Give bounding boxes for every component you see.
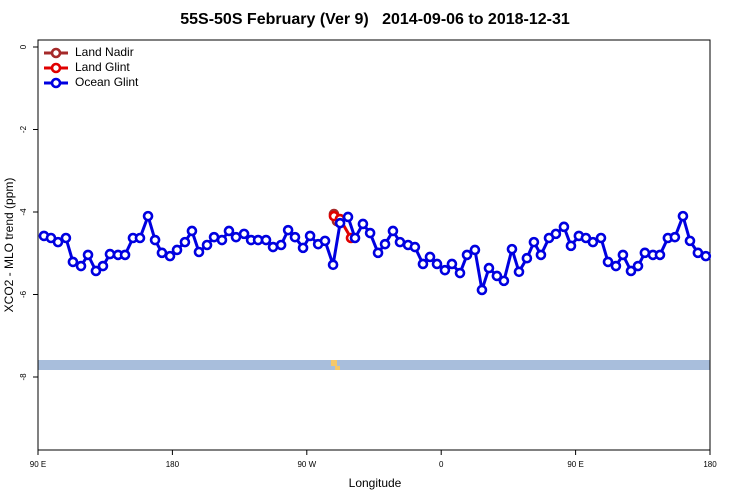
x-tick-label: 90 E [30, 460, 46, 469]
data-point [469, 244, 481, 256]
data-point [75, 260, 87, 272]
data-point [431, 258, 443, 270]
data-point [164, 250, 176, 262]
data-point [379, 238, 391, 250]
data-point [60, 232, 72, 244]
data-point [550, 228, 562, 240]
data-point [439, 264, 451, 276]
data-point [267, 241, 279, 253]
data-point [513, 266, 525, 278]
legend-marker [50, 47, 62, 59]
y-tick-label: -8 [19, 373, 28, 381]
chart-title: 55S-50S February (Ver 9) 2014-09-06 to 2… [180, 11, 570, 28]
data-point [409, 241, 421, 253]
data-point [304, 230, 316, 242]
x-tick-label: 180 [166, 460, 180, 469]
data-point [521, 252, 533, 264]
data-point [275, 239, 287, 251]
data-point [498, 275, 510, 287]
data-point [238, 228, 250, 240]
data-point [483, 262, 495, 274]
data-point [669, 231, 681, 243]
x-tick-label: 90 W [297, 460, 316, 469]
data-point [186, 225, 198, 237]
legend-marker [50, 62, 62, 74]
data-point [97, 260, 109, 272]
surface-patch [335, 366, 340, 370]
data-point [334, 217, 346, 229]
data-point [625, 265, 637, 277]
data-point [565, 240, 577, 252]
x-tick-label: 90 E [567, 460, 583, 469]
legend-marker [50, 77, 62, 89]
data-point [535, 249, 547, 261]
y-axis-label: XCO2 - MLO trend (ppm) [2, 178, 16, 313]
data-point [528, 236, 540, 248]
data-point [677, 210, 689, 222]
x-tick-label: 0 [439, 460, 444, 469]
data-point [134, 232, 146, 244]
data-point [617, 249, 629, 261]
legend-label: Land Nadir [75, 45, 134, 59]
legend-label: Land Glint [75, 60, 130, 74]
y-tick-label: -6 [19, 290, 28, 298]
y-tick-label: -2 [19, 125, 28, 133]
data-point [424, 251, 436, 263]
surface-patch [331, 360, 337, 366]
data-point [104, 248, 116, 260]
data-point [372, 247, 384, 259]
data-point [461, 249, 473, 261]
data-point [119, 249, 131, 261]
data-point [632, 260, 644, 272]
data-point [216, 234, 228, 246]
data-point [595, 232, 607, 244]
data-point [289, 231, 301, 243]
surface-strip [38, 360, 710, 370]
data-point [149, 234, 161, 246]
data-point [364, 227, 376, 239]
data-point [201, 239, 213, 251]
data-point [454, 267, 466, 279]
legend-label: Ocean Glint [75, 75, 139, 89]
data-point [327, 259, 339, 271]
x-tick-label: 180 [703, 460, 717, 469]
y-tick-label: -4 [19, 208, 28, 216]
data-point [90, 265, 102, 277]
data-point [282, 224, 294, 236]
data-point [558, 221, 570, 233]
data-point [602, 256, 614, 268]
x-axis-label: Longitude [349, 476, 402, 490]
data-point [349, 232, 361, 244]
data-point [142, 210, 154, 222]
data-point [179, 236, 191, 248]
data-point [193, 246, 205, 258]
data-point [342, 211, 354, 223]
data-point [260, 234, 272, 246]
data-point [506, 243, 518, 255]
data-point [223, 225, 235, 237]
data-point [357, 218, 369, 230]
data-point [297, 242, 309, 254]
data-point [700, 250, 712, 262]
data-point [587, 236, 599, 248]
data-point [319, 235, 331, 247]
data-point [52, 236, 64, 248]
data-point [491, 270, 503, 282]
data-point [171, 244, 183, 256]
data-point [684, 235, 696, 247]
data-point [446, 258, 458, 270]
data-point [654, 249, 666, 261]
plot-frame [37, 39, 711, 451]
data-point [639, 247, 651, 259]
data-point [476, 284, 488, 296]
data-point [82, 249, 94, 261]
data-point [387, 225, 399, 237]
y-tick-label: 0 [19, 44, 28, 49]
data-point [67, 256, 79, 268]
data-point [417, 258, 429, 270]
data-point [610, 260, 622, 272]
